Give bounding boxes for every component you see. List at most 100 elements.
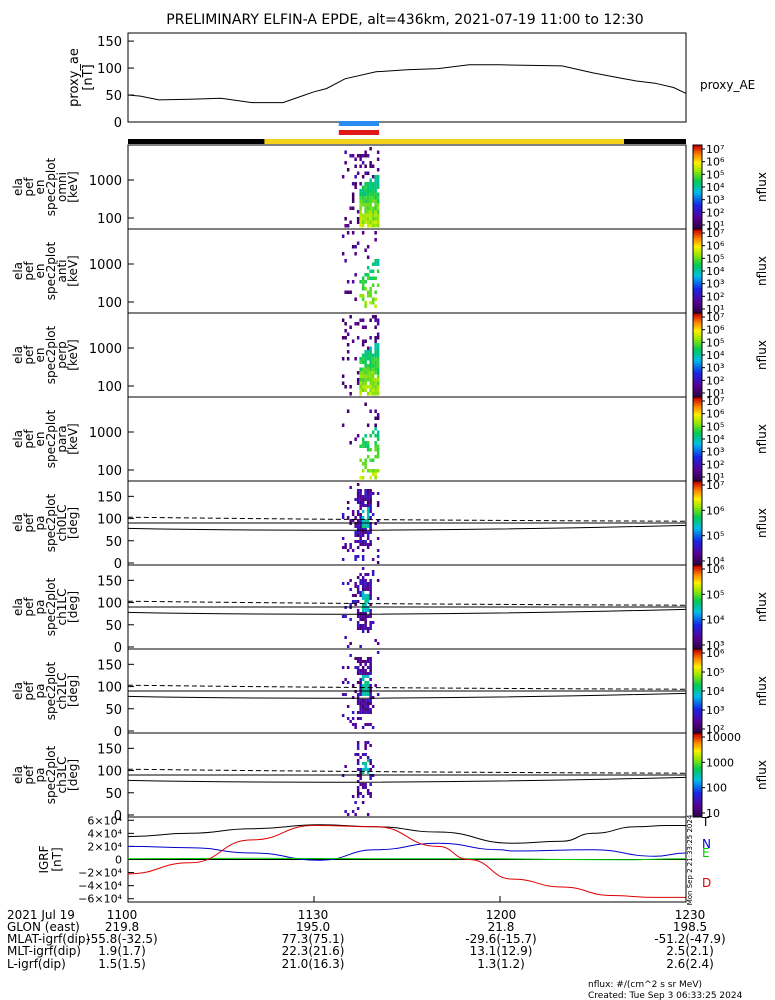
spectrogram-pixel <box>366 594 370 597</box>
colorbar-segment <box>693 447 702 450</box>
spectrogram-pixel <box>359 702 362 705</box>
spectrogram-pixel <box>376 597 380 600</box>
colorbar-segment <box>693 445 702 448</box>
spectrogram-pixel <box>364 663 367 666</box>
spectrogram-pixel <box>346 549 350 552</box>
colorbar-tick-label: 10⁶ <box>706 408 725 421</box>
spectrogram-pixel <box>371 570 375 573</box>
spectrogram-pixel <box>361 786 365 789</box>
colorbar-segment <box>693 428 702 432</box>
spectrogram-pixel <box>369 206 372 210</box>
spectrogram-pixel <box>359 495 362 498</box>
spectrogram-pixel <box>361 699 365 702</box>
spectrogram-pixel <box>369 318 372 322</box>
spectrogram-pixel <box>356 657 360 660</box>
spectrogram-pixel <box>366 693 370 696</box>
spectrogram-pixel <box>371 297 375 301</box>
spectrogram-pixel <box>364 301 367 305</box>
spectrogram-pixel <box>354 245 357 249</box>
spectrogram-pixel <box>351 231 355 235</box>
colorbar-segment <box>693 646 702 650</box>
spectrogram-pixel <box>359 777 362 780</box>
spectrogram-pixel <box>356 540 360 543</box>
spectrogram-pixel <box>354 525 357 528</box>
colorbar-tick-label: 10³ <box>706 446 724 459</box>
colorbar-segment <box>693 554 702 558</box>
colorbar-segment <box>693 397 702 400</box>
spectrogram-pixel <box>356 434 360 438</box>
spectrogram-pixel <box>364 618 367 621</box>
spectrogram-pixel <box>364 525 367 528</box>
spectrogram-pixel <box>366 206 370 210</box>
spectrogram-ylabel: spec2plot <box>44 577 58 636</box>
spectrogram-pixel <box>361 768 365 771</box>
spectrogram-pixel <box>361 437 365 441</box>
spectrogram-pixel <box>364 304 367 308</box>
spectrogram-pixel <box>376 693 380 696</box>
spectrogram-pixel <box>374 444 377 448</box>
spectrogram-ylabel: ela <box>11 682 25 700</box>
colorbar-segment <box>693 279 702 282</box>
spectrogram-pixel <box>359 582 362 585</box>
colorbar-segment <box>693 621 702 625</box>
spectrogram-pixel <box>369 367 372 371</box>
spectrogram-pixel <box>366 489 370 492</box>
colorbar-segment <box>693 613 702 616</box>
spectrogram-pixel <box>356 768 360 771</box>
spectrogram-pixel <box>361 597 365 600</box>
colorbar-segment <box>693 659 702 663</box>
colorbar-segment <box>693 693 702 696</box>
spectrogram-pixel <box>376 579 380 582</box>
colorbar-segment <box>693 422 702 425</box>
spectrogram-pixel <box>359 711 362 714</box>
colorbar-tick-label: 10⁶ <box>706 324 725 337</box>
spectrogram-pixel <box>376 492 380 495</box>
spectrogram-pixel <box>366 708 370 711</box>
spectrogram-pixel <box>366 702 370 705</box>
x-tick-mlat: -29.6(-15.7) <box>465 932 536 946</box>
spectrogram-pixel <box>361 154 365 158</box>
spectrogram-pixel <box>364 744 367 747</box>
spectrogram-pixel <box>351 206 355 210</box>
spectrogram-pixel <box>359 531 362 534</box>
spectrogram-pixel <box>356 483 360 486</box>
spectrogram-pixel <box>366 495 370 498</box>
colorbar-segment <box>693 535 702 539</box>
colorbar-tick-label: 10⁷ <box>706 395 724 408</box>
x-row-label: MLT-igrf(dip) <box>7 944 81 958</box>
spectrogram-pixel <box>361 594 365 597</box>
spectrogram-pixel <box>354 164 357 168</box>
spectrogram-pixel <box>366 681 370 684</box>
spectrogram-pixel <box>359 199 362 203</box>
colorbar-segment <box>693 352 702 356</box>
spectrogram-pixel <box>366 455 370 459</box>
spectrogram-ylabel: spec2plot <box>44 493 58 552</box>
spectrogram-pixel <box>364 684 367 687</box>
spectrogram-pixel <box>344 765 347 768</box>
spectrogram-pixel <box>369 528 372 531</box>
spectrogram-pixel <box>344 678 347 681</box>
spectrogram-pixel <box>374 325 377 329</box>
spectrogram-pixel <box>361 343 365 347</box>
spectrogram-pixel <box>364 325 367 329</box>
spectrogram-pixel <box>374 231 377 235</box>
spectrogram-axes <box>127 228 687 314</box>
spectrogram-pixel <box>361 555 365 558</box>
spectrogram-pixel <box>349 579 352 582</box>
spectrogram-pixel <box>366 699 370 702</box>
spectrogram-pixel <box>374 210 377 214</box>
spectrogram-pixel <box>371 192 375 196</box>
spectrogram-pixel <box>371 696 375 699</box>
spectrogram-pixel <box>376 332 380 336</box>
spectrogram-ytick-label: 0 <box>114 725 122 740</box>
spectrogram-pixel <box>364 669 367 672</box>
spectrogram-pixel <box>376 220 380 224</box>
spectrogram-pixel <box>376 224 380 228</box>
spectrogram-pixel <box>346 357 350 361</box>
spectrogram-ylabel: en <box>33 432 47 447</box>
spectrogram-pixel <box>354 252 357 256</box>
spectrogram-pixel <box>359 392 362 396</box>
spectrogram-pixel <box>376 343 380 347</box>
igrf-line-T <box>127 824 686 844</box>
spectrogram-pixel <box>364 681 367 684</box>
